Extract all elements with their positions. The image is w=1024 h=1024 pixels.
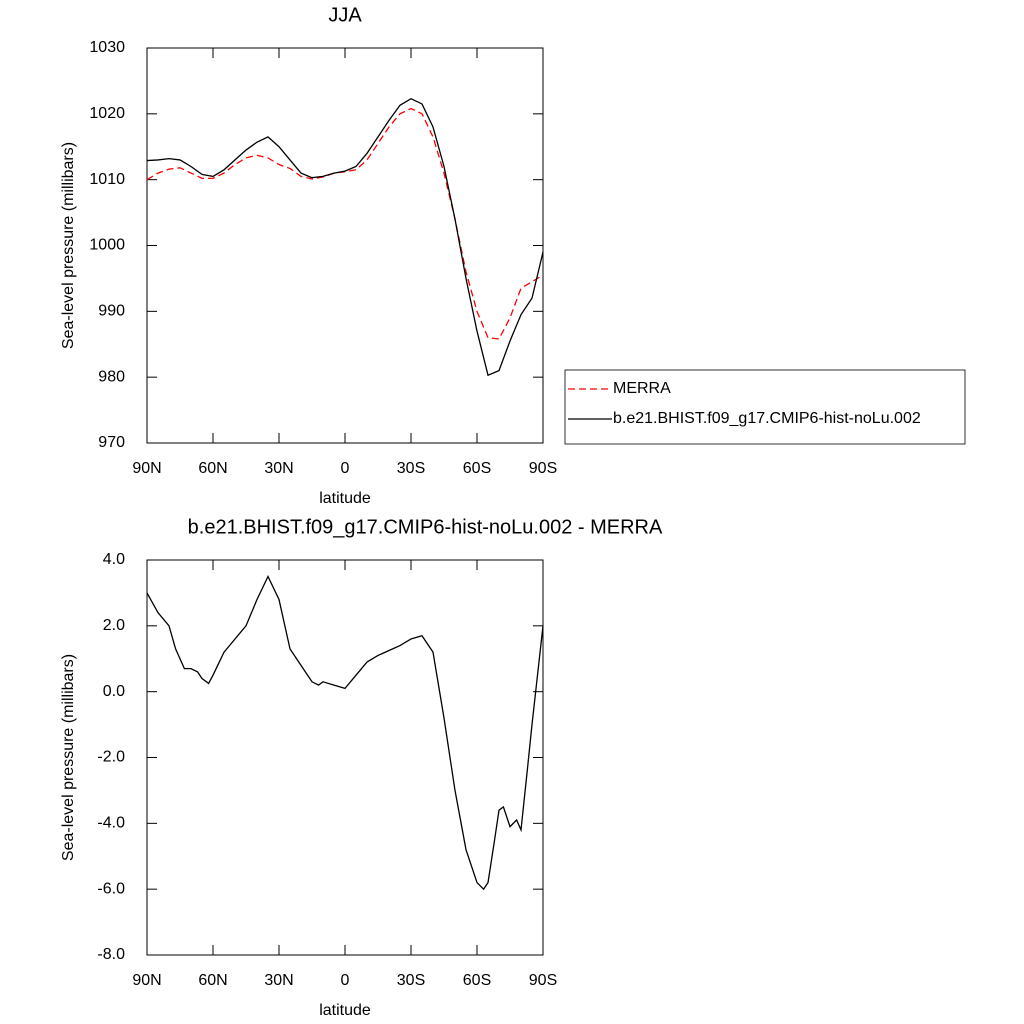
y-tick-label: 1000	[89, 237, 125, 254]
y-tick-label: 1010	[89, 171, 125, 188]
x-tick-label: 30S	[397, 460, 425, 477]
chart-title: b.e21.BHIST.f09_g17.CMIP6-hist-noLu.002 …	[188, 516, 663, 538]
x-tick-label: 30S	[397, 972, 425, 989]
chart-title: JJA	[328, 4, 362, 26]
y-axis-label: Sea-level pressure (millibars)	[60, 142, 77, 349]
y-tick-label: 0.0	[103, 683, 125, 700]
data-line	[146, 574, 544, 891]
y-tick-label: 970	[98, 434, 125, 451]
y-tick-label: -2.0	[97, 749, 125, 766]
x-tick-label: 0	[341, 972, 350, 989]
data-line	[146, 97, 544, 377]
x-tick-label: 0	[341, 460, 350, 477]
y-tick-label: 980	[98, 368, 125, 385]
y-tick-label: 4.0	[103, 551, 125, 568]
y-axis-label: Sea-level pressure (millibars)	[60, 654, 77, 861]
x-axis-label: latitude	[319, 1002, 371, 1019]
x-tick-label: 60S	[463, 460, 491, 477]
legend-label: MERRA	[613, 380, 671, 397]
plot-frame	[146, 559, 544, 956]
plot-frame	[146, 47, 544, 444]
y-tick-label: -4.0	[97, 815, 125, 832]
x-axis-label: latitude	[319, 490, 371, 507]
y-tick-label: 1020	[89, 105, 125, 122]
x-tick-label: 90N	[132, 460, 161, 477]
data-line	[146, 107, 544, 340]
legend-box	[564, 369, 966, 445]
y-tick-label: -8.0	[97, 946, 125, 963]
y-tick-label: 2.0	[103, 617, 125, 634]
y-tick-label: 990	[98, 303, 125, 320]
legend-label: b.e21.BHIST.f09_g17.CMIP6-hist-noLu.002	[613, 410, 921, 427]
x-tick-label: 60N	[198, 460, 227, 477]
x-tick-label: 90N	[132, 972, 161, 989]
x-tick-label: 30N	[264, 972, 293, 989]
x-tick-label: 90S	[529, 972, 557, 989]
x-tick-label: 60N	[198, 972, 227, 989]
y-tick-label: 1030	[89, 39, 125, 56]
x-tick-label: 90S	[529, 460, 557, 477]
y-tick-label: -6.0	[97, 880, 125, 897]
x-tick-label: 60S	[463, 972, 491, 989]
x-tick-label: 30N	[264, 460, 293, 477]
